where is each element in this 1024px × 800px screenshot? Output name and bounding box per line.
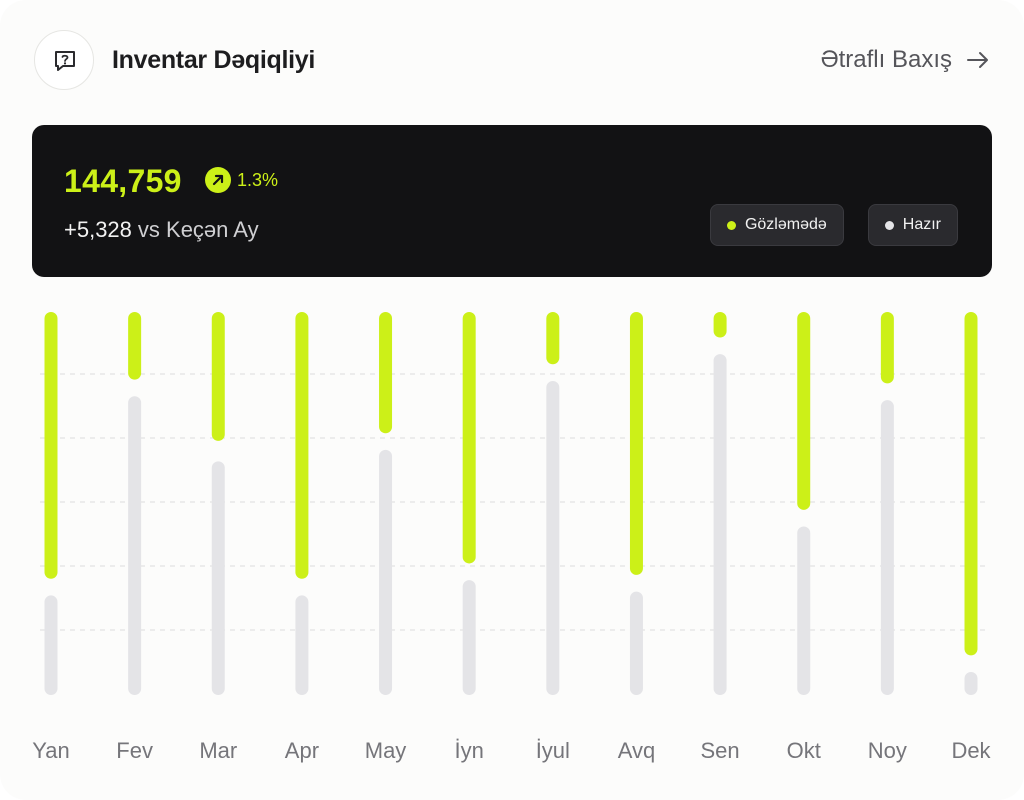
x-tick-label: Apr <box>285 738 319 763</box>
bar-ready-Noy[interactable] <box>880 400 894 695</box>
summary-panel: 144,759 1.3% +5,328 vs Keçən Ay Gözləmədə… <box>32 125 992 277</box>
bar-pending-May[interactable] <box>379 312 393 434</box>
bar-ready-İyul[interactable] <box>546 380 560 695</box>
x-tick-label: Avq <box>618 738 656 763</box>
bar-ready-İyn[interactable] <box>462 580 476 695</box>
page-title: Inventar Dəqiqliyi <box>112 46 315 74</box>
bar-pending-İyn[interactable] <box>462 312 476 564</box>
bar-ready-Avq[interactable] <box>629 591 643 695</box>
bar-chart: Yan Fev Mar Apr May İyn İyul Avq Sen Okt Noy Dek <box>32 312 992 763</box>
legend-dot-pending <box>726 220 736 230</box>
x-tick-label: Fev <box>116 738 153 763</box>
bar-pending-Avq[interactable] <box>629 312 643 575</box>
bar-pending-Dek[interactable] <box>964 312 978 656</box>
bar-pending-Sen[interactable] <box>713 312 727 338</box>
chart-grid <box>40 373 985 631</box>
bar-ready-Apr[interactable] <box>295 595 309 695</box>
delta-label: vs Keçən Ay <box>137 217 259 242</box>
chart-bars <box>44 312 978 695</box>
x-tick-label: May <box>365 738 407 763</box>
detail-view-link[interactable]: Ətraflı Baxış <box>821 46 990 74</box>
x-tick-label: Sen <box>701 738 740 763</box>
bar-pending-Apr[interactable] <box>295 312 309 579</box>
bar-pending-Yan[interactable] <box>44 312 58 579</box>
detail-view-label: Ətraflı Baxış <box>820 46 952 73</box>
legend-label-pending: Gözləmədə <box>744 216 827 233</box>
trend-percent: 1.3% <box>237 169 279 190</box>
chat-question-icon[interactable] <box>34 30 94 90</box>
trend-up-icon <box>205 167 231 193</box>
x-tick-label: Mar <box>199 738 237 763</box>
delta-value: +5,328 <box>64 217 132 242</box>
bar-ready-May[interactable] <box>379 449 393 695</box>
bar-pending-Noy[interactable] <box>880 312 894 384</box>
x-tick-label: Yan <box>32 738 70 763</box>
legend-dot-ready <box>884 220 894 230</box>
legend-pending[interactable]: Gözləmədə <box>709 204 844 246</box>
bar-ready-Okt[interactable] <box>797 526 811 695</box>
arrow-right-icon <box>967 52 988 68</box>
bar-ready-Dek[interactable] <box>964 672 978 695</box>
bar-pending-İyul[interactable] <box>546 312 560 365</box>
bar-ready-Yan[interactable] <box>44 595 58 695</box>
bar-pending-Mar[interactable] <box>211 312 225 441</box>
bar-ready-Fev[interactable] <box>128 396 142 695</box>
chart-legend: Gözləmədə Hazır <box>709 204 958 246</box>
chat-question-glyph <box>55 51 75 71</box>
legend-ready[interactable]: Hazır <box>867 204 958 246</box>
bar-ready-Mar[interactable] <box>211 461 225 695</box>
bar-pending-Fev[interactable] <box>128 312 142 380</box>
bar-ready-Sen[interactable] <box>713 354 727 695</box>
legend-label-ready: Hazır <box>902 216 941 233</box>
x-tick-label: Okt <box>787 738 821 763</box>
delta-text: +5,328 vs Keçən Ay <box>64 217 259 243</box>
total-value: 144,759 <box>64 163 182 199</box>
x-tick-label: İyn <box>455 738 484 763</box>
x-tick-label: Noy <box>868 738 907 763</box>
bar-pending-Okt[interactable] <box>797 312 811 510</box>
trend-indicator: 1.3% <box>205 167 278 193</box>
x-tick-label: İyul <box>536 738 570 763</box>
chart-x-labels: Yan Fev Mar Apr May İyn İyul Avq Sen Okt Noy Dek <box>32 738 991 763</box>
x-tick-label: Dek <box>951 738 991 763</box>
